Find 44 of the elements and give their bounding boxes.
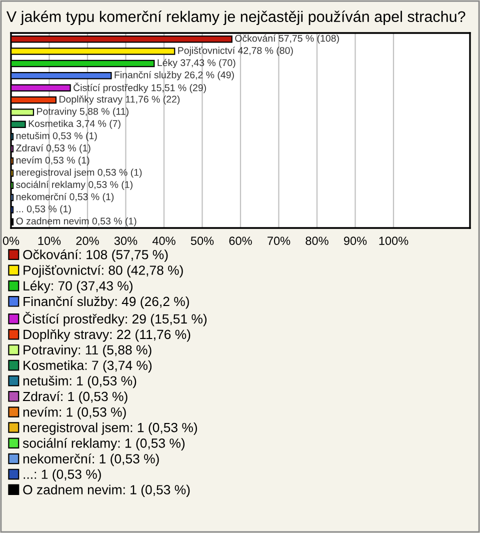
data-label: Očkování 57,75 % (108) <box>235 34 339 44</box>
x-tick-label: 10% <box>38 236 61 246</box>
legend-label: Kosmetika: 7 (3,74 %) <box>24 360 152 373</box>
x-tick-label: 60% <box>229 236 252 246</box>
legend-label: neregistroval jsem: 1 (0,53 %) <box>23 422 198 435</box>
legend-label: Doplňky stravy: 22 (11,76 %) <box>24 329 190 342</box>
legend-label: sociální reklamy: 1 (0,53 %) <box>22 438 185 450</box>
x-tick-label: 90% <box>344 236 367 246</box>
x-tick-label: 70% <box>268 236 290 246</box>
legend-label: ...: 1 (0,53 %) <box>24 469 101 482</box>
legend-label: nekomerční: 1 (0,53 %) <box>23 454 159 466</box>
data-label: O zadnem nevim 0,53 % (1) <box>16 217 136 226</box>
x-tick-label: 80% <box>306 236 328 246</box>
x-tick-label: 100% <box>379 236 408 246</box>
data-label: Léky 37,43 % (70) <box>158 58 236 68</box>
data-label: Pojišťovnictví 42,78 % (80) <box>178 46 293 56</box>
legend-label: nevím: 1 (0,53 %) <box>23 406 126 420</box>
legend-label: Finanční služby: 49 (26,2 %) <box>24 296 189 309</box>
chart-title: V jakém typu komerční reklamy je nejčastěji používán apel strachu? <box>6 10 466 26</box>
legend-label: Léky: 70 (37,43 %) <box>24 280 132 294</box>
legend-label: Zdraví: 1 (0,53 %) <box>22 391 128 404</box>
data-label: netušim 0,53 % (1) <box>16 132 97 142</box>
legend-label: Pojišťovnictví: 80 (42,78 %) <box>24 265 183 278</box>
legend-label: Čistící prostředky: 29 (15,51 %) <box>23 312 207 326</box>
legend-label: Potraviny: 11 (5,88 %) <box>24 344 152 358</box>
x-tick-label: 50% <box>190 236 214 246</box>
data-label: Finanční služby 26,2 % (49) <box>114 71 234 80</box>
data-label: ... 0,53 % (1) <box>16 205 71 214</box>
data-label: neregistroval jsem 0,53 % (1) <box>16 168 142 178</box>
data-label: Čistící prostředky 15,51 % (29) <box>74 82 206 94</box>
legend-label: O zadnem nevim: 1 (0,53 %) <box>23 484 190 498</box>
x-tick-label: 30% <box>114 236 138 246</box>
x-tick-label: 40% <box>152 236 176 246</box>
data-label: Potraviny 5,88 % (11) <box>37 108 128 117</box>
data-label: sociální reklamy 0,53 % (1) <box>16 180 132 190</box>
data-label: Doplňky stravy 11,76 % (22) <box>60 95 180 105</box>
x-tick-label: 20% <box>76 236 99 246</box>
data-label: nekomerční 0,53 % (1) <box>16 192 114 202</box>
data-label: nevím 0,53 % (1) <box>16 156 90 166</box>
legend-label: Očkování: 108 (57,75 %) <box>23 249 168 262</box>
data-label: Zdraví 0,53 % (1) <box>16 144 90 154</box>
legend-label: netušim: 1 (0,53 %) <box>23 376 136 388</box>
x-tick-label: 0% <box>2 236 20 246</box>
data-label: Kosmetika 3,74 % (7) <box>28 120 120 129</box>
